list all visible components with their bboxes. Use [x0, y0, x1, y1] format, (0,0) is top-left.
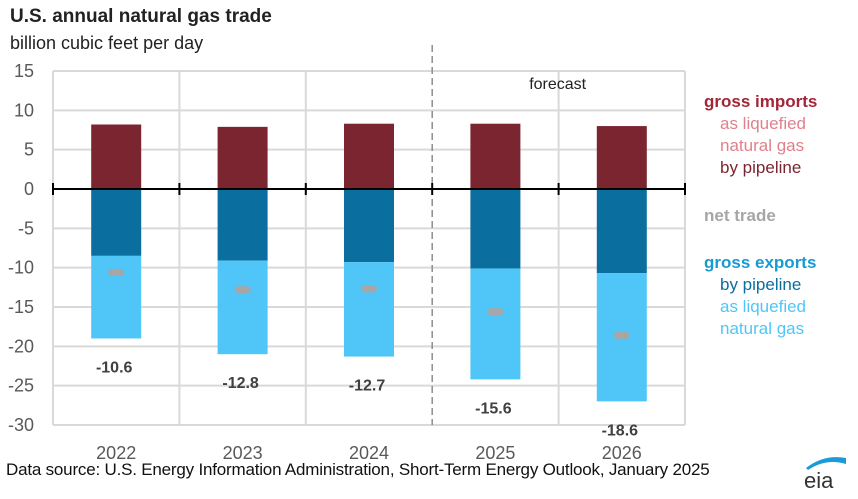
y-tick-label: -30 — [8, 415, 34, 435]
net-trade-label-2026: -18.6 — [602, 422, 639, 439]
y-tick-label: -5 — [18, 218, 34, 238]
bar-gross-exports-by-pipeline-2026 — [596, 189, 647, 274]
bar-gross-imports-by-pipeline-2024 — [344, 123, 394, 189]
y-tick-label: -20 — [8, 336, 34, 356]
legend-imports-lng-2: natural gas — [720, 136, 805, 155]
y-tick-label: -25 — [8, 376, 34, 396]
net-trade-marker-2025 — [487, 308, 504, 316]
net-trade-marker-2026 — [613, 331, 630, 339]
legend-exports: gross exports by pipeline as liquefied n… — [704, 252, 816, 340]
net-trade-marker-2022 — [108, 268, 125, 276]
y-tick-label: 10 — [14, 100, 34, 120]
net-trade-marker-2024 — [361, 285, 377, 293]
x-tick-label: 2024 — [349, 443, 389, 463]
bar-gross-exports-as-liquefied-natural-gas-2025 — [470, 268, 521, 380]
net-trade-label-2023: -12.8 — [222, 375, 259, 392]
y-tick-label: 5 — [24, 140, 34, 160]
legend-imports-lng-1: as liquefied — [720, 114, 807, 133]
legend-imports-header: gross imports — [704, 92, 818, 111]
bar-gross-exports-as-liquefied-natural-gas-2022 — [91, 255, 142, 339]
bar-gross-exports-as-liquefied-natural-gas-2023 — [217, 260, 268, 355]
y-tick-label: -10 — [8, 258, 34, 278]
legend-exports-pipeline: by pipeline — [720, 275, 802, 294]
legend-exports-header: gross exports — [704, 253, 817, 272]
bar-gross-imports-by-pipeline-2022 — [91, 124, 142, 189]
bar-gross-imports-by-pipeline-2026 — [596, 126, 647, 189]
legend-exports-lng-1: as liquefied — [720, 297, 807, 316]
eia-logo-icon: eia — [804, 457, 846, 492]
bar-gross-exports-by-pipeline-2023 — [217, 189, 268, 261]
bar-gross-imports-by-pipeline-2023 — [217, 126, 268, 189]
eia-logo-text: eia — [804, 468, 834, 492]
bar-gross-exports-by-pipeline-2024 — [344, 189, 394, 263]
chart-title: U.S. annual natural gas trade — [10, 6, 272, 27]
net-trade-label-2024: -12.7 — [349, 378, 386, 395]
legend-imports-pipeline: by pipeline — [720, 158, 802, 177]
y-tick-label: 0 — [24, 179, 34, 199]
x-tick-label: 2025 — [475, 443, 515, 463]
legend-net-trade-label: net trade — [704, 206, 776, 225]
y-tick-label: -15 — [8, 297, 34, 317]
net-trade-label-2025: -15.6 — [475, 400, 512, 417]
y-tick-label: 15 — [14, 61, 34, 81]
bar-gross-exports-as-liquefied-natural-gas-2024 — [344, 262, 394, 357]
data-source-note: Data source: U.S. Energy Information Adm… — [6, 460, 710, 479]
net-trade-label-2022: -10.6 — [96, 359, 133, 376]
legend-imports: gross imports as liquefied natural gas b… — [704, 91, 817, 179]
x-tick-label: 2026 — [602, 443, 642, 463]
bar-gross-exports-by-pipeline-2022 — [91, 189, 142, 256]
bar-gross-exports-by-pipeline-2025 — [470, 189, 521, 269]
bar-gross-imports-by-pipeline-2025 — [470, 123, 521, 189]
x-tick-label: 2022 — [96, 443, 136, 463]
x-tick-label: 2023 — [223, 443, 263, 463]
chart-subtitle: billion cubic feet per day — [10, 33, 204, 53]
legend-net-trade: net trade — [704, 205, 776, 227]
net-trade-marker-2023 — [234, 286, 251, 294]
forecast-label: forecast — [529, 76, 586, 93]
legend-exports-lng-2: natural gas — [720, 319, 805, 338]
